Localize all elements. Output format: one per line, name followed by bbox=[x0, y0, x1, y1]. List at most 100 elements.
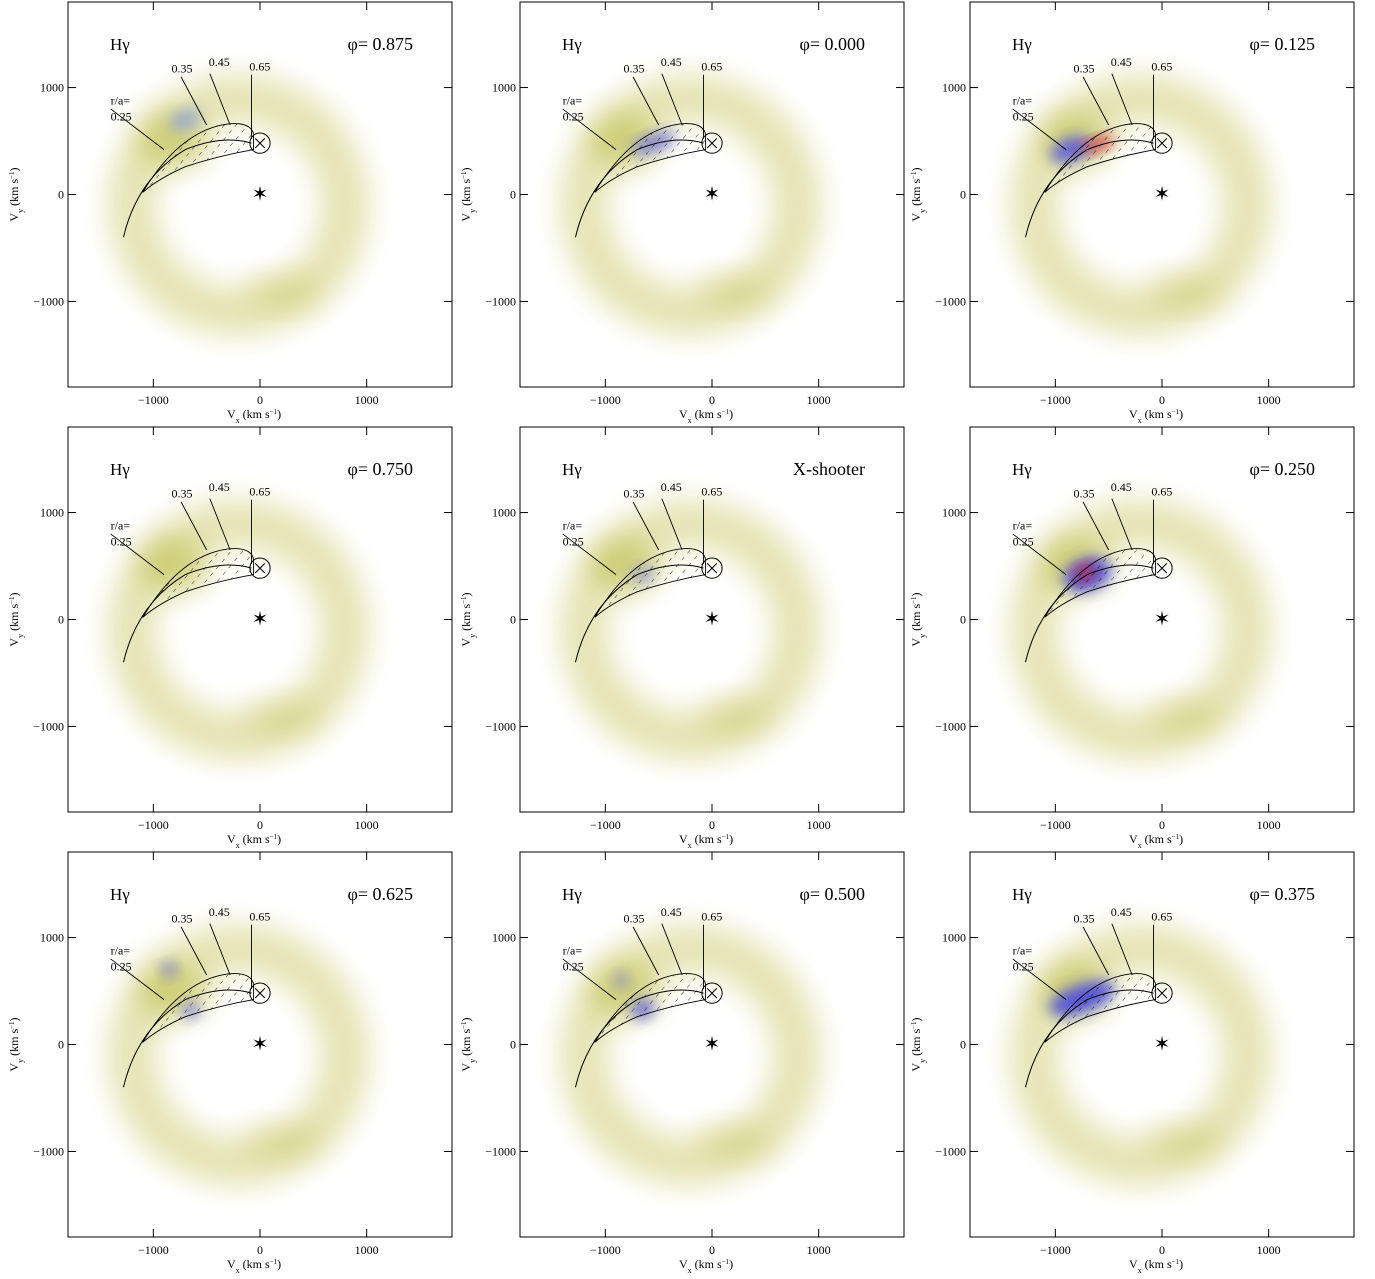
panel: ✶ r/a= 0.25 0.35 0.45 0.65 Hγ φ= 0.125 −1000 0 100… bbox=[909, 1, 1355, 425]
axis-title-part: y bbox=[918, 1059, 927, 1063]
x-tick-label: 1000 bbox=[355, 1243, 379, 1257]
xlabel-title: Vx (km s−1) bbox=[227, 832, 281, 850]
annotation: 0.45 bbox=[1111, 55, 1132, 69]
line-label: Hγ bbox=[1012, 35, 1032, 54]
axis-title-part: ) bbox=[459, 1017, 473, 1021]
ballistic-stream bbox=[122, 989, 252, 1088]
axis-title-part: V bbox=[227, 832, 236, 846]
axis-title-part: (km s bbox=[1142, 832, 1172, 846]
annotation: 0.35 bbox=[1073, 62, 1094, 76]
axis-title-part: x bbox=[236, 841, 240, 850]
axis-title-part: −1 bbox=[8, 171, 16, 179]
axis-title-part: ) bbox=[729, 1257, 733, 1271]
axis-title-part: ) bbox=[277, 832, 281, 846]
xlabel-title: Vx (km s−1) bbox=[1129, 1257, 1183, 1275]
leader-line bbox=[1012, 498, 1154, 575]
ylabel-title: Vy (km s−1) bbox=[7, 167, 25, 221]
x-tick-label: −1000 bbox=[590, 1243, 621, 1257]
ylabel-title: Vy (km s−1) bbox=[909, 592, 927, 646]
axis-title-part: y bbox=[918, 634, 927, 638]
annotation: 0.45 bbox=[661, 480, 682, 494]
axis-title-part: y bbox=[468, 209, 477, 213]
axis-title-part: −1 bbox=[460, 171, 468, 179]
map-image bbox=[560, 499, 822, 761]
annotation: 0.65 bbox=[249, 484, 270, 498]
axis-title-part: y bbox=[16, 209, 25, 213]
emission-peak bbox=[161, 962, 177, 978]
axis-title-part: −1 bbox=[270, 1258, 278, 1266]
axis-title-part: −1 bbox=[270, 408, 278, 416]
white-dwarf: ✶ bbox=[252, 609, 269, 631]
axis-title-part: x bbox=[1138, 416, 1142, 425]
x-tick-label: 0 bbox=[709, 1243, 715, 1257]
x-tick-label: 0 bbox=[257, 393, 263, 407]
y-tick-label: 1000 bbox=[492, 81, 516, 95]
emission-blob bbox=[244, 1124, 319, 1157]
stream-region bbox=[1044, 123, 1157, 193]
white-dwarf: ✶ bbox=[1154, 1034, 1171, 1056]
axis-title-part: (km s bbox=[1142, 1257, 1172, 1271]
x-tick-label: 1000 bbox=[807, 393, 831, 407]
x-tick-label: −1000 bbox=[138, 818, 169, 832]
donor-cross bbox=[706, 138, 718, 149]
y-tick-label: 1000 bbox=[492, 931, 516, 945]
x-tick-label: −1000 bbox=[138, 393, 169, 407]
annotation: 0.25 bbox=[111, 960, 132, 974]
stream-region bbox=[594, 123, 707, 193]
emission-ring bbox=[1010, 74, 1272, 336]
y-tick-label: −1000 bbox=[935, 1144, 966, 1158]
x-tick-label: 1000 bbox=[1257, 1243, 1281, 1257]
emission-blob bbox=[696, 1124, 771, 1157]
y-tick-label: −1000 bbox=[485, 719, 516, 733]
stream-region bbox=[594, 548, 707, 618]
annotation: 0.65 bbox=[701, 59, 722, 73]
annotation: 0.65 bbox=[701, 909, 722, 923]
donor-star bbox=[1151, 982, 1173, 1004]
y-tick-label: 0 bbox=[58, 1038, 64, 1052]
axis-title-part: (km s bbox=[240, 832, 270, 846]
axis-title-part: V bbox=[227, 1257, 236, 1271]
annotation: 0.45 bbox=[209, 55, 230, 69]
annotation: 0.45 bbox=[1111, 905, 1132, 919]
phase-label: φ= 0.000 bbox=[799, 34, 865, 54]
annotation: 0.35 bbox=[1073, 487, 1094, 501]
x-tick-label: 0 bbox=[709, 393, 715, 407]
xlabel-title: Vx (km s−1) bbox=[679, 1257, 733, 1275]
annotation: r/a= bbox=[1013, 944, 1033, 958]
y-tick-label: 1000 bbox=[40, 931, 64, 945]
stream-region bbox=[142, 973, 255, 1043]
annotation: 0.45 bbox=[1111, 480, 1132, 494]
axis-title-part: (km s bbox=[459, 1029, 473, 1059]
donor-star bbox=[1151, 557, 1173, 579]
line-label: Hγ bbox=[110, 885, 130, 904]
axis-title-part: (km s bbox=[7, 179, 21, 209]
annotation: 0.35 bbox=[171, 912, 192, 926]
line-label: Hγ bbox=[562, 35, 582, 54]
axis-title-part: ) bbox=[7, 167, 21, 171]
ylabel-title: Vy (km s−1) bbox=[7, 592, 25, 646]
annotation: 0.35 bbox=[1073, 912, 1094, 926]
annotation: 0.35 bbox=[623, 912, 644, 926]
axis-title-part: x bbox=[1138, 1266, 1142, 1275]
ballistic-stream bbox=[574, 139, 704, 238]
axis-title-part: (km s bbox=[909, 179, 923, 209]
annotation: 0.35 bbox=[171, 487, 192, 501]
axis-title-part: −1 bbox=[1172, 408, 1180, 416]
annotation: r/a= bbox=[111, 94, 131, 108]
annotation: 0.45 bbox=[661, 55, 682, 69]
map-image bbox=[108, 74, 370, 336]
axis-title-part: V bbox=[7, 1063, 21, 1072]
axis-title-part: x bbox=[688, 1266, 692, 1275]
stream-region bbox=[1044, 548, 1157, 618]
axis-title-part: x bbox=[236, 1266, 240, 1275]
donor-star bbox=[701, 557, 723, 579]
panel: ✶ r/a= 0.25 0.35 0.45 0.65 Hγ X-shooter −1000 0 10… bbox=[459, 426, 905, 850]
map-image bbox=[108, 924, 370, 1186]
axis-title-part: ) bbox=[277, 407, 281, 421]
axis-title-part: −1 bbox=[270, 833, 278, 841]
y-tick-label: 0 bbox=[510, 188, 516, 202]
map-image bbox=[560, 924, 822, 1186]
annotation: r/a= bbox=[111, 944, 131, 958]
annotation: 0.25 bbox=[111, 535, 132, 549]
